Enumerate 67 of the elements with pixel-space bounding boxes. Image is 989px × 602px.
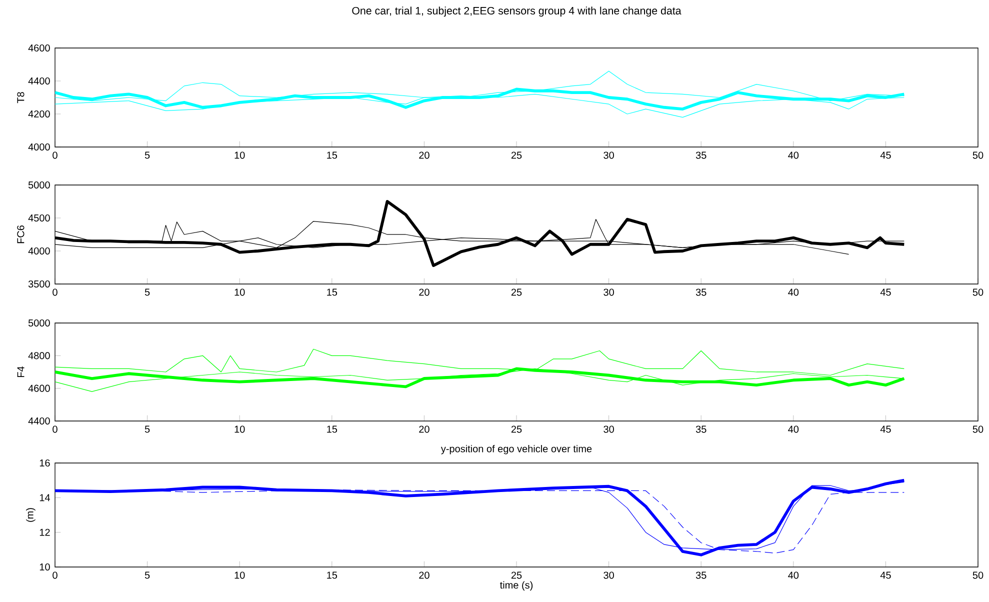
y-axis-title: F4 xyxy=(17,366,24,378)
x-tick-label: 30 xyxy=(604,426,614,433)
x-tick-label: 10 xyxy=(234,426,245,433)
y-tick-label: 4200 xyxy=(28,110,50,118)
x-tick-label: 15 xyxy=(327,572,338,579)
y-tick-label: 4800 xyxy=(28,352,50,360)
y-axis-title: FC6 xyxy=(17,225,24,244)
x-tick-label: 0 xyxy=(52,152,58,159)
x-tick-label: 25 xyxy=(511,426,522,433)
x-tick-label: 15 xyxy=(327,288,338,296)
x-tick-label: 25 xyxy=(511,572,522,579)
x-tick-label: 50 xyxy=(972,426,984,433)
y-tick-label: 4500 xyxy=(28,214,50,222)
y-tick-label: 4000 xyxy=(28,143,50,151)
y-tick-label: 12 xyxy=(40,528,50,536)
x-tick-label: 35 xyxy=(696,426,706,433)
x-tick-label: 40 xyxy=(788,152,799,159)
x-tick-label: 35 xyxy=(696,572,706,579)
x-tick-label: 40 xyxy=(788,288,799,296)
x-tick-label: 50 xyxy=(972,572,984,579)
y-axis-title: T8 xyxy=(17,92,24,104)
x-tick-label: 30 xyxy=(604,288,614,296)
x-tick-label: 20 xyxy=(419,426,430,433)
y-tick-label: 4600 xyxy=(28,44,50,52)
x-tick-label: 40 xyxy=(788,426,799,433)
x-tick-label: 0 xyxy=(52,288,58,296)
x-tick-label: 20 xyxy=(419,572,430,579)
y-tick-label: 4600 xyxy=(28,384,50,392)
x-tick-label: 35 xyxy=(696,152,706,159)
y-tick-label: 16 xyxy=(40,459,50,467)
x-tick-label: 20 xyxy=(419,152,430,159)
x-tick-label: 50 xyxy=(972,288,984,296)
y-tick-label: 5000 xyxy=(28,181,50,189)
chart-title: One car, trial 1, subject 2,EEG sensors group 4 with lane change data xyxy=(352,6,682,17)
x-tick-label: 15 xyxy=(327,426,338,433)
y-tick-label: 4000 xyxy=(28,247,50,255)
y-tick-label: 4400 xyxy=(28,77,50,85)
x-tick-label: 5 xyxy=(144,288,150,296)
y-tick-label: 5000 xyxy=(28,319,50,327)
x-tick-label: 15 xyxy=(327,152,338,159)
x-tick-label: 45 xyxy=(880,288,891,296)
x-tick-label: 10 xyxy=(234,152,245,159)
x-tick-label: 30 xyxy=(604,572,614,579)
x-tick-label: 5 xyxy=(144,572,150,579)
x-tick-label: 0 xyxy=(52,572,58,579)
x-tick-label: 45 xyxy=(880,426,891,433)
y-tick-label: 14 xyxy=(40,494,50,502)
y-axis-title: (m) xyxy=(26,508,36,522)
x-tick-label: 0 xyxy=(52,426,58,433)
x-axis-title: time (s) xyxy=(500,581,533,591)
x-tick-label: 5 xyxy=(144,426,150,433)
x-tick-label: 25 xyxy=(511,152,522,159)
chart-title: y-position of ego vehicle over time xyxy=(440,444,592,454)
y-tick-label: 3500 xyxy=(28,280,50,288)
x-tick-label: 35 xyxy=(696,288,706,296)
x-tick-label: 30 xyxy=(604,152,614,159)
x-tick-label: 10 xyxy=(234,572,245,579)
x-tick-label: 10 xyxy=(234,288,245,296)
x-tick-label: 45 xyxy=(880,572,891,579)
x-tick-label: 45 xyxy=(880,152,891,159)
x-tick-label: 40 xyxy=(788,572,799,579)
x-tick-label: 5 xyxy=(144,152,150,159)
x-tick-label: 20 xyxy=(419,288,430,296)
y-tick-label: 10 xyxy=(40,563,50,571)
x-tick-label: 50 xyxy=(972,152,984,159)
y-tick-label: 4400 xyxy=(28,417,50,425)
x-tick-label: 25 xyxy=(511,288,522,296)
